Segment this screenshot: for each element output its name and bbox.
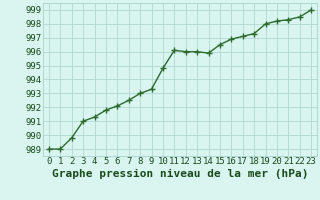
- X-axis label: Graphe pression niveau de la mer (hPa): Graphe pression niveau de la mer (hPa): [52, 169, 308, 179]
